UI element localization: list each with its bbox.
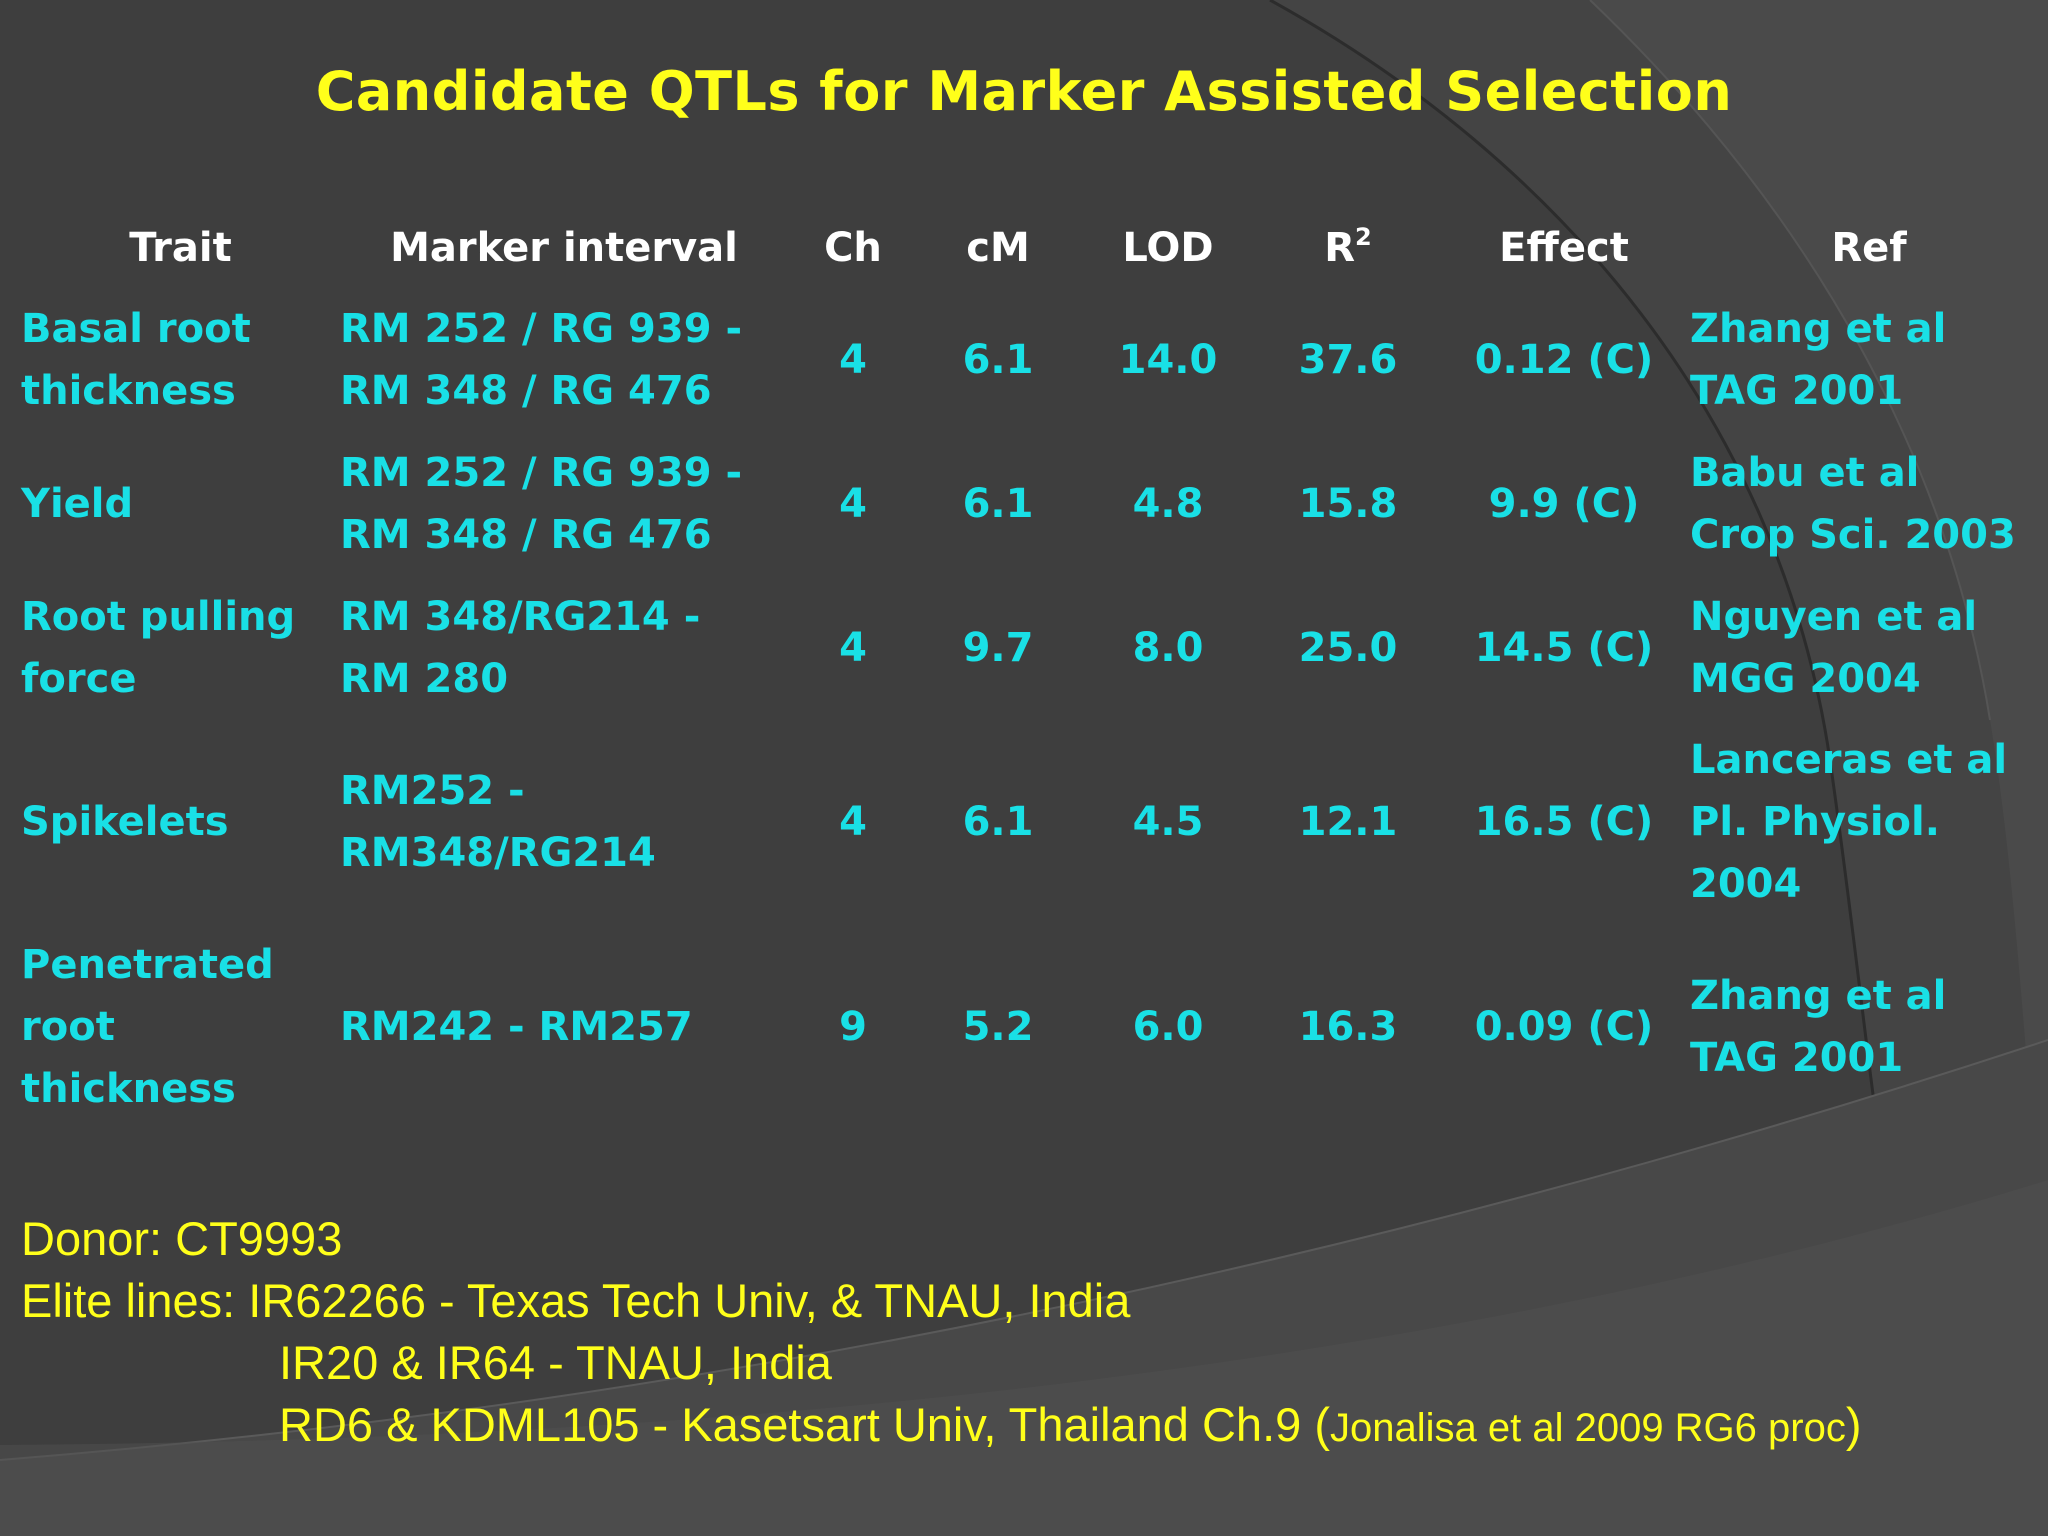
header-ch: Ch: [824, 225, 882, 271]
header-r2: R2: [1258, 208, 1438, 288]
cell-ch: 4: [839, 625, 867, 671]
cell-ref: Zhang et al TAG 2001: [1690, 924, 2048, 1130]
trait-line: Spikelets: [21, 799, 229, 845]
marker-line: RM 252 / RG 939 -: [340, 306, 743, 352]
elite-line-3-main: RD6 & KDML105 - Kasetsart Univ, Thailand…: [279, 1398, 1330, 1451]
cell-lod: 4.5: [1132, 799, 1204, 845]
cell-effect: 0.09 (C): [1474, 1004, 1654, 1050]
cell-trait: Yield: [0, 432, 340, 576]
cell-cm: 6.1: [962, 481, 1034, 527]
header-effect: Effect: [1499, 225, 1629, 271]
ref-line: Crop Sci. 2003: [1690, 512, 2016, 558]
marker-line: RM 280: [340, 656, 509, 702]
cell-effect: 0.12 (C): [1474, 337, 1654, 383]
table-row: Basal root thickness RM 252 / RG 939 - RM …: [0, 288, 2048, 432]
table-row: Yield RM 252 / RG 939 - RM 348 / RG 476 4…: [0, 432, 2048, 576]
cell-ref: Nguyen et al MGG 2004: [1690, 576, 2048, 720]
cell-effect: 14.5 (C): [1474, 625, 1654, 671]
cell-ref: Babu et al Crop Sci. 2003: [1690, 432, 2048, 576]
table-row: Penetrated root thickness RM242 - RM257 9 …: [0, 924, 2048, 1130]
elite-lines-line-3: RD6 & KDML105 - Kasetsart Univ, Thailand…: [21, 1394, 1862, 1459]
elite-line-3-citation: Jonalisa et al 2009 RG6 proc: [1329, 1406, 1846, 1450]
trait-line: Yield: [21, 481, 134, 527]
ref-line: Lanceras et al: [1690, 737, 2008, 783]
cell-lod: 8.0: [1132, 625, 1204, 671]
cell-r2: 37.6: [1298, 337, 1398, 383]
donor-line: Donor: CT9993: [21, 1212, 343, 1265]
cell-marker-interval: RM 348/RG214 - RM 280: [340, 576, 788, 720]
cell-cm: 6.1: [962, 799, 1034, 845]
elite-lines-line-1: Elite lines: IR62266 - Texas Tech Univ, …: [21, 1274, 1131, 1327]
cell-r2: 16.3: [1298, 1004, 1398, 1050]
cell-effect: 9.9 (C): [1488, 481, 1640, 527]
cell-trait: Penetrated root thickness: [0, 924, 340, 1130]
ref-line: 2004: [1690, 861, 1802, 907]
ref-line: MGG 2004: [1690, 656, 1921, 702]
table-row: Root pulling force RM 348/RG214 - RM 280 4…: [0, 576, 2048, 720]
elite-lines-line-2: IR20 & IR64 - TNAU, India: [279, 1336, 832, 1389]
cell-marker-interval: RM252 - RM348/RG214: [340, 720, 788, 924]
marker-line: RM252 -: [340, 768, 525, 814]
cell-ch: 4: [839, 337, 867, 383]
trait-line: Basal root: [21, 306, 251, 352]
marker-line: RM 348 / RG 476: [340, 368, 712, 414]
cell-ref: Zhang et al TAG 2001: [1690, 288, 2048, 432]
cell-cm: 5.2: [962, 1004, 1034, 1050]
elite-line-3-close: ): [1845, 1398, 1862, 1451]
header-cm: cM: [966, 225, 1030, 271]
cell-lod: 4.8: [1132, 481, 1204, 527]
ref-line: Nguyen et al: [1690, 594, 1978, 640]
slide-title: Candidate QTLs for Marker Assisted Selec…: [315, 60, 1733, 123]
marker-line: RM 348/RG214 -: [340, 594, 701, 640]
ref-line: TAG 2001: [1690, 1035, 1904, 1081]
ref-line: Pl. Physiol.: [1690, 799, 1940, 845]
cell-marker-interval: RM 252 / RG 939 - RM 348 / RG 476: [340, 288, 788, 432]
cell-ch: 4: [839, 481, 867, 527]
cell-trait: Root pulling force: [0, 576, 340, 720]
ref-line: Babu et al: [1690, 450, 1920, 496]
cell-cm: 6.1: [962, 337, 1034, 383]
trait-line: Root pulling: [21, 594, 296, 640]
cell-r2: 25.0: [1298, 625, 1398, 671]
cell-r2: 12.1: [1298, 799, 1398, 845]
cell-trait: Basal root thickness: [0, 288, 340, 432]
trait-line: thickness: [21, 1066, 236, 1112]
cell-lod: 14.0: [1118, 337, 1218, 383]
cell-trait: Spikelets: [0, 720, 340, 924]
cell-r2: 15.8: [1298, 481, 1398, 527]
qtl-table: Trait Marker interval Ch cM LOD R2 Effec…: [0, 208, 2048, 1130]
header-trait: Trait: [129, 225, 232, 271]
cell-effect: 16.5 (C): [1474, 799, 1654, 845]
trait-line: force: [21, 656, 137, 702]
cell-ch: 4: [839, 799, 867, 845]
notes: Donor: CT9993 Elite lines: IR62266 - Tex…: [21, 1208, 1862, 1459]
marker-line: RM 348 / RG 476: [340, 512, 712, 558]
cell-ref: Lanceras et al Pl. Physiol. 2004: [1690, 720, 2048, 924]
ref-line: Zhang et al: [1690, 306, 1947, 352]
trait-line: Penetrated: [21, 942, 274, 988]
marker-line: RM348/RG214: [340, 830, 656, 876]
header-ref: Ref: [1831, 225, 1907, 271]
ref-line: Zhang et al: [1690, 973, 1947, 1019]
trait-line: root: [21, 1004, 115, 1050]
header-lod: LOD: [1122, 225, 1214, 271]
marker-line: RM 252 / RG 939 -: [340, 450, 743, 496]
ref-line: TAG 2001: [1690, 368, 1904, 414]
cell-cm: 9.7: [962, 625, 1034, 671]
trait-line: thickness: [21, 368, 236, 414]
table-header-row: Trait Marker interval Ch cM LOD R2 Effec…: [0, 208, 2048, 288]
header-r2-base: R: [1324, 225, 1356, 271]
cell-marker-interval: RM 252 / RG 939 - RM 348 / RG 476: [340, 432, 788, 576]
table-row: Spikelets RM252 - RM348/RG214 4 6.1 4.5 1…: [0, 720, 2048, 924]
header-marker-interval: Marker interval: [390, 225, 738, 271]
marker-line: RM242 - RM257: [340, 1004, 693, 1050]
cell-ch: 9: [839, 1004, 867, 1050]
header-r2-superscript: 2: [1355, 223, 1372, 251]
cell-marker-interval: RM242 - RM257: [340, 924, 788, 1130]
cell-lod: 6.0: [1132, 1004, 1204, 1050]
